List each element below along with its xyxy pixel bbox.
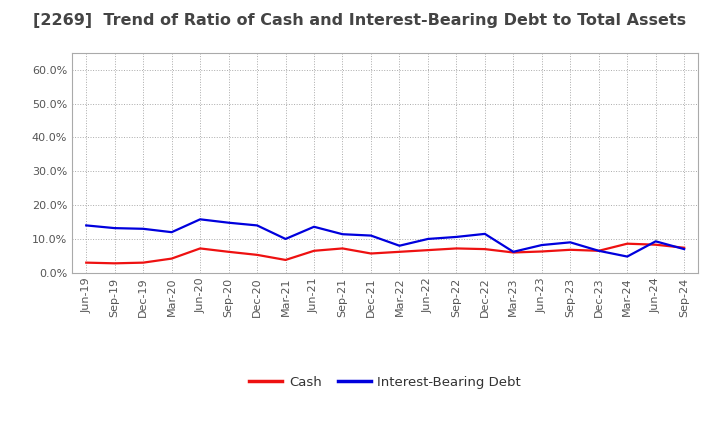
- Text: [2269]  Trend of Ratio of Cash and Interest-Bearing Debt to Total Assets: [2269] Trend of Ratio of Cash and Intere…: [33, 13, 687, 28]
- Legend: Cash, Interest-Bearing Debt: Cash, Interest-Bearing Debt: [244, 370, 526, 394]
